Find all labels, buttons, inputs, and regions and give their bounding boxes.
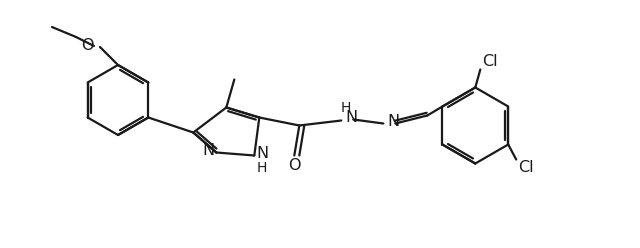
Text: O: O — [288, 158, 301, 173]
Text: N: N — [387, 114, 399, 129]
Text: O: O — [81, 37, 94, 53]
Text: Cl: Cl — [483, 54, 498, 69]
Text: Cl: Cl — [518, 160, 534, 175]
Text: H: H — [341, 100, 351, 115]
Text: N: N — [202, 143, 214, 158]
Text: N: N — [346, 110, 357, 125]
Text: H: H — [256, 160, 267, 175]
Text: N: N — [256, 146, 268, 161]
